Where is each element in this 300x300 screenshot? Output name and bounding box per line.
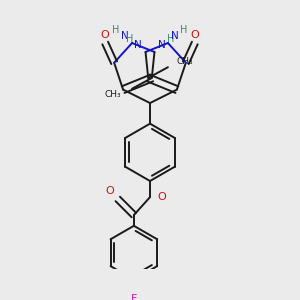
Text: O: O: [157, 192, 166, 202]
Text: N: N: [171, 31, 179, 41]
Text: O: O: [101, 30, 110, 40]
Text: H: H: [180, 25, 188, 34]
Text: H: H: [126, 34, 133, 44]
Text: N: N: [134, 40, 142, 50]
Text: CH₃: CH₃: [177, 57, 194, 66]
Text: H: H: [167, 34, 174, 44]
Text: F: F: [131, 294, 137, 300]
Text: O: O: [105, 186, 114, 196]
Text: N: N: [158, 40, 166, 50]
Text: N: N: [121, 31, 129, 41]
Text: H: H: [112, 25, 120, 34]
Text: O: O: [190, 30, 199, 40]
Text: CH₃: CH₃: [105, 90, 121, 99]
